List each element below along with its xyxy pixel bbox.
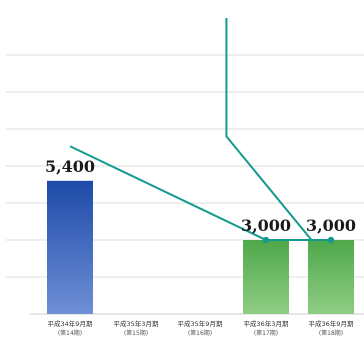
x-tick-label-0: 平成34年9月期 <box>48 319 93 328</box>
value-labels: 5,400 3,000 3,000 <box>45 157 356 235</box>
bar-0 <box>47 180 93 314</box>
x-tick-sublabel-3: (第17期) <box>254 329 278 337</box>
x-tick-label-3: 平成36年3月期 <box>244 319 289 328</box>
x-axis-tick-labels: 平成34年9月期(第14期) 平成35年3月期(第15期) 平成35年9月期(第16… <box>48 319 354 337</box>
bar-4 <box>308 240 354 314</box>
x-tick-sublabel-2: (第16期) <box>188 329 212 337</box>
trend-line-1 <box>225 18 313 241</box>
trend-line-0 <box>69 145 331 241</box>
x-tick-label-2: 平成35年9月期 <box>178 319 223 328</box>
line-marker-1 <box>327 236 335 244</box>
value-label-4: 3,000 <box>306 216 356 235</box>
x-tick-label-4: 平成36年9月期 <box>309 319 354 328</box>
line-marker-0 <box>262 236 270 244</box>
trend-lines <box>69 18 335 244</box>
x-tick-sublabel-1: (第15期) <box>124 329 148 337</box>
x-tick-sublabel-0: (第14期) <box>58 329 82 337</box>
value-label-3: 3,000 <box>241 216 291 235</box>
x-tick-sublabel-4: (第18期) <box>319 329 343 337</box>
bars <box>47 180 354 314</box>
x-tick-label-1: 平成35年3月期 <box>114 319 159 328</box>
bar-3 <box>243 240 289 314</box>
value-label-0: 5,400 <box>45 157 95 176</box>
